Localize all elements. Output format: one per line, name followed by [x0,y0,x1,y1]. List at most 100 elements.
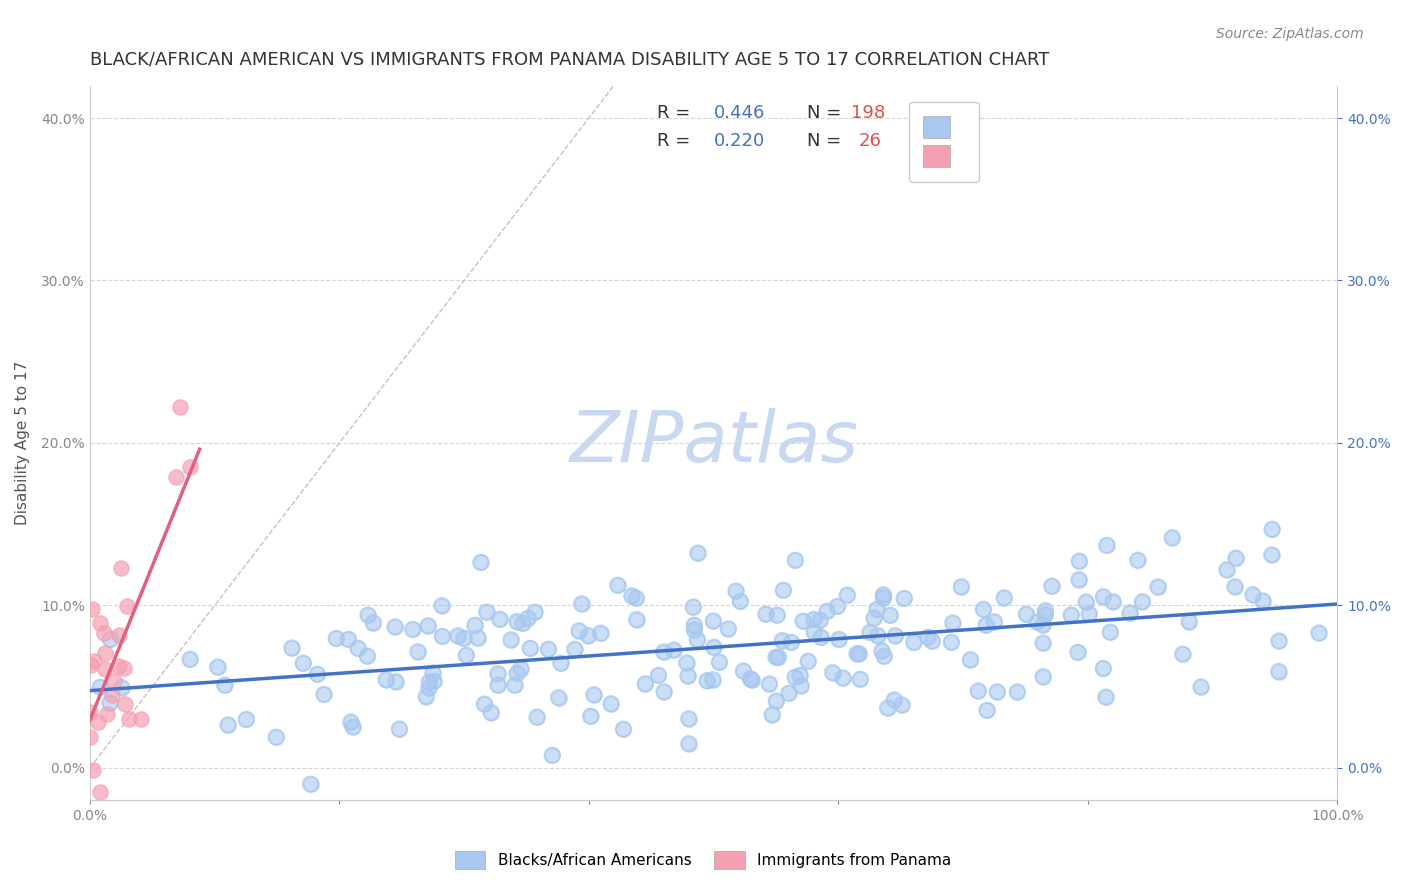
Point [1147,580,1170,594]
Point [879,608,901,623]
Point [579,709,602,723]
Point [432,629,454,643]
Point [872,591,894,605]
Point [866,602,889,616]
Point [859,625,882,640]
Point [792,614,814,628]
Point [299,777,322,791]
Point [893,591,915,606]
Point [730,594,752,608]
Point [384,620,406,634]
Point [312,687,335,701]
Point [765,694,787,708]
Point [780,635,803,649]
Point [432,629,454,643]
Point [626,591,648,606]
Point [676,669,699,683]
Point [785,553,807,567]
Point [217,718,239,732]
Point [845,647,868,661]
Point [1078,607,1101,621]
Point [765,650,787,665]
Point [828,632,851,647]
Point [422,665,444,680]
Point [849,673,872,687]
Point [1178,615,1201,629]
Point [325,632,347,646]
Point [111,681,134,695]
Point [281,640,304,655]
Point [388,722,411,736]
Point [872,591,894,605]
Point [357,608,380,623]
Point [499,632,522,647]
Point [837,588,859,602]
Point [808,613,831,627]
Point [758,677,780,691]
Point [1241,588,1264,602]
Point [423,674,446,689]
Point [503,678,526,692]
Point [983,615,1005,629]
Point [517,611,540,625]
Point [312,687,335,701]
Point [179,459,201,474]
Point [292,657,315,671]
Point [832,671,855,685]
Point [1241,588,1264,602]
Point [815,604,838,618]
Point [717,622,740,636]
Point [724,584,747,599]
Point [363,615,385,630]
Point [1178,615,1201,629]
Point [717,622,740,636]
Point [541,748,564,763]
Point [446,629,468,643]
Point [509,661,531,675]
Text: Source: ZipAtlas.com: Source: ZipAtlas.com [1216,27,1364,41]
Point [778,686,800,700]
Text: 198: 198 [851,103,886,121]
Point [827,599,849,614]
Point [564,642,586,657]
Point [363,615,385,630]
Point [214,678,236,692]
Point [1147,580,1170,594]
Point [169,401,191,415]
Point [976,703,998,717]
Point [761,707,783,722]
Point [879,608,901,623]
Point [724,584,747,599]
Point [652,645,675,659]
Point [647,668,669,682]
Point [662,643,685,657]
Point [375,673,398,687]
Point [683,618,706,632]
Point [783,670,806,684]
Point [1161,531,1184,545]
Point [766,608,789,623]
Point [506,666,529,681]
Point [606,578,628,592]
Point [959,653,981,667]
Point [772,583,794,598]
Point [418,618,440,632]
Point [626,613,648,627]
Point [890,698,912,712]
Point [356,648,378,663]
Point [686,546,709,560]
Point [730,594,752,608]
Point [873,649,896,664]
Point [675,656,697,670]
Point [1268,634,1291,648]
Point [89,680,111,694]
Point [612,722,634,736]
Point [1132,595,1154,609]
Point [921,634,943,648]
Point [1261,523,1284,537]
Point [1035,604,1057,618]
Text: R =: R = [658,103,696,121]
Point [375,673,398,687]
Point [235,713,257,727]
Point [357,608,380,623]
